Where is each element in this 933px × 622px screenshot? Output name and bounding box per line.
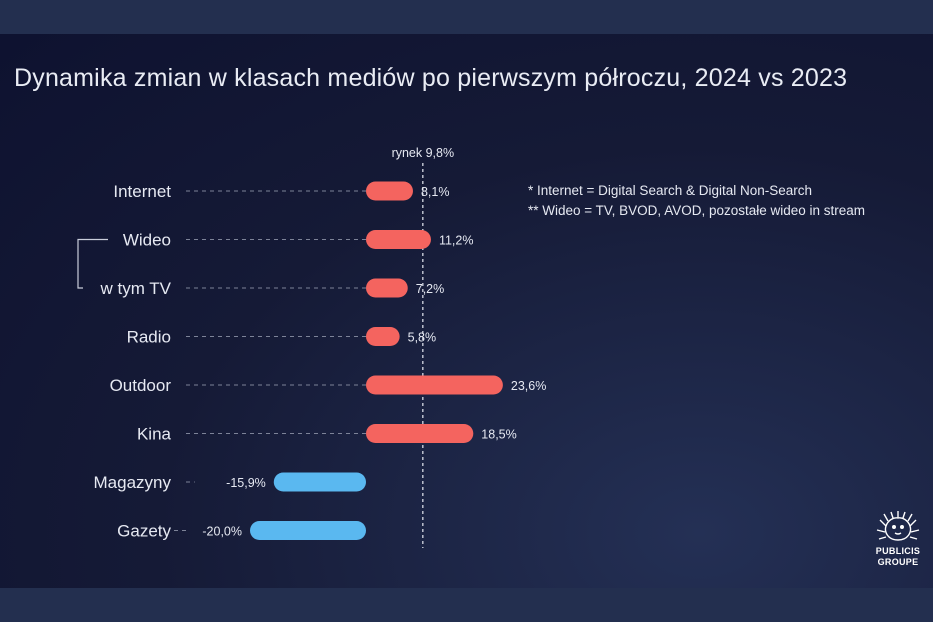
- reference-line-label: rynek 9,8%: [392, 146, 455, 160]
- value-label: 23,6%: [511, 379, 546, 393]
- logo-text-publicis: PUBLICIS: [875, 546, 921, 556]
- value-label: 5,8%: [408, 331, 437, 345]
- category-label: Wideo: [123, 231, 171, 250]
- value-label: -15,9%: [226, 476, 266, 490]
- bar: [273, 472, 366, 492]
- value-label: 8,1%: [421, 185, 450, 199]
- bar: [250, 521, 366, 540]
- category-label: Radio: [127, 328, 171, 347]
- bar: [366, 424, 474, 443]
- footnotes: * Internet = Digital Search & Digital No…: [528, 181, 865, 221]
- bar: [366, 327, 400, 346]
- group-bracket: [77, 238, 108, 289]
- slide: [0, 34, 933, 588]
- value-label: 7,2%: [416, 282, 445, 296]
- logo-text-groupe: GROUPE: [877, 557, 919, 567]
- category-label: Gazety: [117, 522, 171, 541]
- category-label: Kina: [137, 425, 172, 444]
- bar: [366, 375, 503, 395]
- bar: [366, 181, 413, 201]
- publicis-logo: PUBLICIS GROUPE: [862, 510, 933, 574]
- footnote-wideo: ** Wideo = TV, BVOD, AVOD, pozostałe wid…: [528, 203, 866, 218]
- category-label: w tym TV: [99, 279, 171, 298]
- bottom-band: [0, 588, 933, 622]
- chart-title: Dynamika zmian w klasach mediów po pierw…: [14, 64, 848, 92]
- category-label: Magazyny: [94, 473, 172, 492]
- value-label: 18,5%: [481, 428, 516, 442]
- value-label: 11,2%: [439, 234, 474, 248]
- footnote-internet: * Internet = Digital Search & Digital No…: [528, 183, 813, 198]
- category-label: Outdoor: [110, 376, 172, 395]
- top-band: [0, 0, 933, 34]
- value-label: -20,0%: [202, 525, 242, 539]
- publicis-lion-icon: [876, 511, 920, 541]
- bar: [366, 278, 408, 298]
- category-label: Internet: [113, 182, 171, 201]
- bar: [366, 230, 431, 249]
